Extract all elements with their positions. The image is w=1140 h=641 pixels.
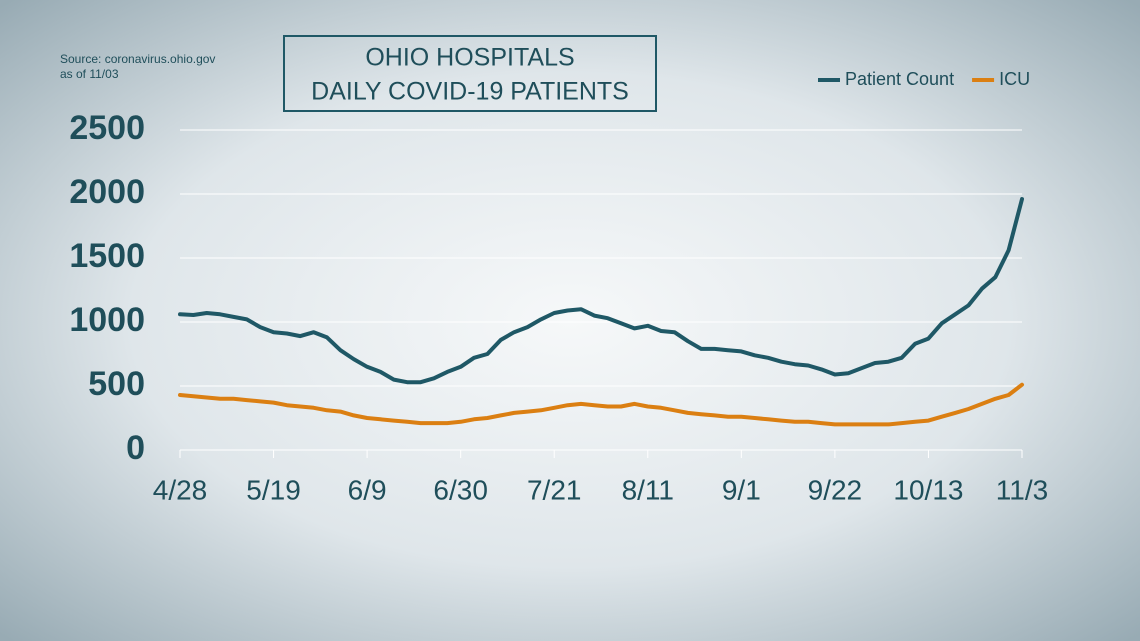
y-tick-label: 2000 [69,173,145,211]
chart-title: DAILY COVID-19 PATIENTS [311,78,629,106]
x-tick-label: 4/28 [153,474,208,505]
x-tick-label: 7/21 [527,474,582,505]
x-tick-label: 9/22 [808,474,863,505]
title-box [283,35,657,112]
series-line [178,382,1024,427]
x-tick-label: 11/3 [996,474,1048,505]
x-tick-label: 9/1 [722,474,761,505]
x-tick-label: 8/11 [622,474,674,505]
y-tick-label: 1000 [69,301,145,339]
y-tick-label: 500 [88,365,145,403]
x-tick-label: 6/9 [348,474,387,505]
legend-label: Patient Count [845,69,954,89]
legend-label: ICU [999,69,1030,89]
x-tick-label: 6/30 [433,474,488,505]
source: Source: coronavirus.ohio.gov [60,52,215,66]
chart-title: OHIO HOSPITALS [365,44,574,72]
x-tick-label: 10/13 [893,474,963,505]
x-tick-label: 5/19 [246,474,301,505]
y-tick-label: 0 [126,429,145,467]
y-tick-label: 1500 [69,237,145,275]
source-date: as of 11/03 [60,67,119,81]
y-tick-label: 2500 [69,109,145,147]
legend: Patient Count ICU [818,69,1030,89]
series-line [178,197,1024,385]
